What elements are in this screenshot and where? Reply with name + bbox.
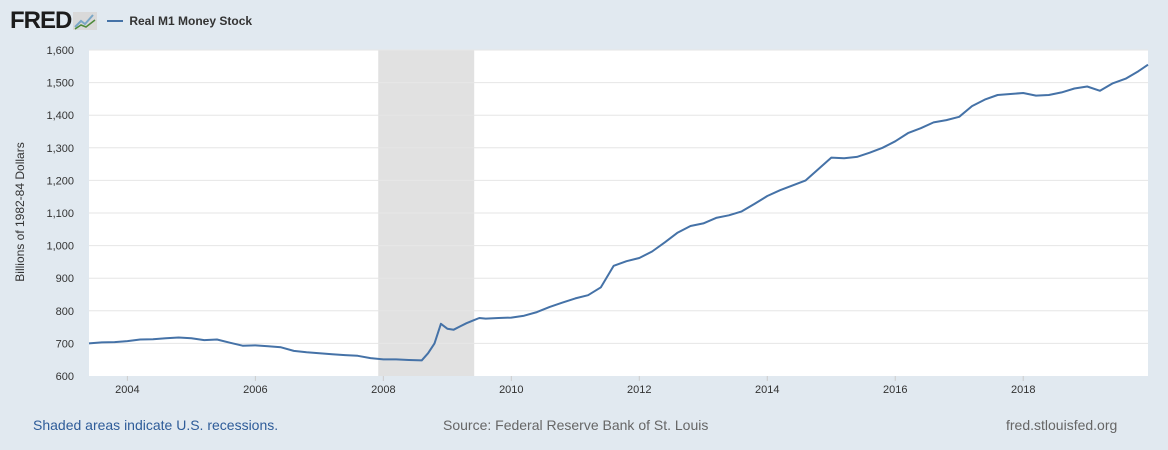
y-axis-ticks: 600 700 800 900 1,000 1,100 1,200 1,300 1,400 1,5… xyxy=(46,45,74,383)
x-axis-ticks: 2004 2006 2008 2010 2012 2014 2016 2018 xyxy=(115,376,1035,396)
grid-layer xyxy=(89,49,1148,344)
y-tick-1200: 1,200 xyxy=(46,175,74,187)
recession-note[interactable]: Shaded areas indicate U.S. recessions. xyxy=(33,417,279,433)
source-note: Source: Federal Reserve Bank of St. Loui… xyxy=(443,417,709,433)
x-tick-2012: 2012 xyxy=(627,384,651,396)
y-tick-1600: 1,600 xyxy=(46,45,74,57)
legend-swatch xyxy=(107,20,124,22)
y-tick-1400: 1,400 xyxy=(46,110,74,122)
x-tick-2018: 2018 xyxy=(1011,384,1035,396)
series-line-0[interactable] xyxy=(88,63,1149,362)
site-link[interactable]: fred.stlouisfed.org xyxy=(1006,417,1118,433)
x-tick-2006: 2006 xyxy=(243,384,267,396)
fred-logo[interactable]: FRED xyxy=(10,7,72,34)
y-tick-1100: 1,100 xyxy=(46,208,74,220)
x-tick-2004: 2004 xyxy=(115,384,139,396)
x-tick-2014: 2014 xyxy=(755,384,779,396)
y-tick-700: 700 xyxy=(56,338,74,350)
x-tick-2008: 2008 xyxy=(371,384,395,396)
y-axis-label: Billions of 1982-84 Dollars xyxy=(13,142,27,282)
y-tick-1300: 1,300 xyxy=(46,143,74,155)
y-tick-800: 800 xyxy=(56,306,74,318)
y-tick-1000: 1,000 xyxy=(46,241,74,253)
y-tick-900: 900 xyxy=(56,273,74,285)
legend[interactable]: Real M1 Money Stock xyxy=(107,14,252,28)
y-tick-600: 600 xyxy=(56,371,74,383)
chart-line-icon xyxy=(73,12,98,30)
chart-header: FRED Real M1 Money Stock xyxy=(10,6,252,36)
y-tick-1500: 1,500 xyxy=(46,78,74,90)
line-layer xyxy=(88,63,1149,362)
legend-label: Real M1 Money Stock xyxy=(129,14,253,28)
x-tick-2010: 2010 xyxy=(499,384,523,396)
x-tick-2016: 2016 xyxy=(883,384,907,396)
